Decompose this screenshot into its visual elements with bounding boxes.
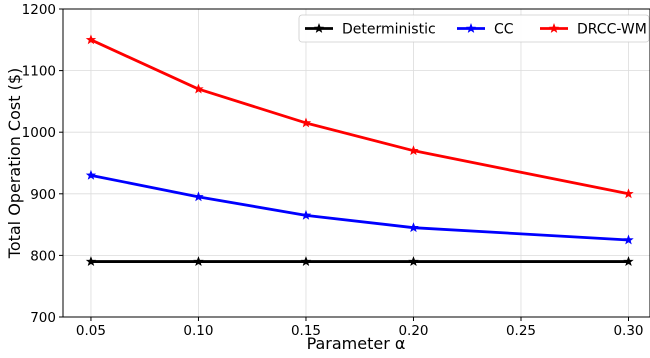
data-point-cc xyxy=(85,169,97,180)
data-point-drcc-wm xyxy=(300,117,312,128)
y-tick-label: 800 xyxy=(30,248,56,264)
data-point-deterministic xyxy=(623,256,634,266)
data-point-deterministic xyxy=(300,256,312,266)
legend-item-deterministic: Deterministic xyxy=(305,22,436,38)
data-point-deterministic xyxy=(408,256,419,266)
series-group xyxy=(85,34,634,266)
data-point-drcc-wm xyxy=(623,188,634,199)
x-tick-label: 0.25 xyxy=(506,323,536,339)
data-point-drcc-wm xyxy=(85,34,97,45)
y-tick-label: 1100 xyxy=(22,64,56,80)
plot-frame xyxy=(62,8,650,318)
data-point-deterministic xyxy=(85,256,97,266)
data-point-cc xyxy=(408,222,419,233)
legend-label-deterministic: Deterministic xyxy=(342,22,436,38)
data-point-cc xyxy=(193,191,204,202)
legend-marker-deterministic xyxy=(313,23,325,33)
legend-item-drcc-wm: DRCC-WM xyxy=(540,22,647,38)
x-tick-label: 0.15 xyxy=(291,323,321,339)
y-tick-label: 900 xyxy=(30,187,56,203)
y-tick-label: 1000 xyxy=(22,125,56,141)
series-deterministic xyxy=(85,256,634,266)
data-point-drcc-wm xyxy=(193,83,204,94)
legend-marker-cc xyxy=(465,23,477,33)
series-line-drcc-wm xyxy=(90,38,629,196)
x-axis-ticks: 0.05 0.10 0.15 0.20 0.25 0.30 xyxy=(76,317,644,339)
data-point-cc xyxy=(300,209,312,220)
x-tick-label: 0.10 xyxy=(183,323,213,339)
y-axis-ticks: 700 800 900 1000 1100 1200 xyxy=(22,2,63,326)
data-point-drcc-wm xyxy=(408,145,419,156)
series-line-cc xyxy=(90,173,629,242)
x-tick-label: 0.05 xyxy=(76,323,106,339)
data-point-deterministic xyxy=(193,256,204,266)
x-tick-label: 0.20 xyxy=(398,323,428,339)
legend-label-drcc-wm: DRCC-WM xyxy=(577,22,647,38)
y-tick-label: 1200 xyxy=(22,2,56,18)
series-cc xyxy=(85,169,634,245)
grid xyxy=(63,8,650,318)
legend-item-cc: CC xyxy=(457,22,514,38)
legend-marker-drcc-wm xyxy=(548,23,560,33)
x-axis-label: Parameter α xyxy=(307,334,406,353)
y-tick-label: 700 xyxy=(30,310,56,326)
x-tick-label: 0.30 xyxy=(613,323,643,339)
legend-label-cc: CC xyxy=(494,22,514,38)
series-drcc-wm xyxy=(85,34,634,199)
data-point-cc xyxy=(623,234,634,245)
y-axis-label: Total Operation Cost ($) xyxy=(5,68,24,259)
legend: Deterministic CC DRCC-WM xyxy=(298,14,650,43)
